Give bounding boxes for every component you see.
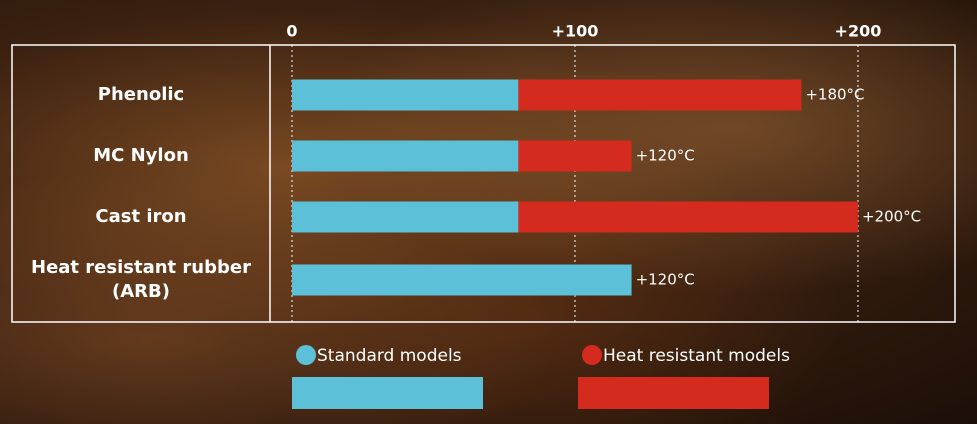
total-label: +120°C	[636, 147, 695, 165]
legend-swatch	[292, 377, 483, 409]
category-label: Cast iron	[95, 206, 187, 227]
bar	[292, 79, 519, 111]
total-label: +120°C	[636, 271, 695, 289]
category-label: Phenolic	[97, 84, 185, 105]
x-tick-label: 0	[286, 22, 297, 41]
category-label: MC Nylon	[93, 145, 189, 166]
bar	[518, 201, 858, 233]
plot-frame	[11, 44, 956, 323]
legend-dot	[296, 345, 316, 365]
x-tick-label: +100	[552, 22, 599, 41]
bar	[518, 140, 632, 172]
total-label: +200°C	[862, 208, 921, 226]
x-tick-label: +200	[835, 22, 882, 41]
total-label: +180°C	[805, 86, 864, 104]
bar	[292, 201, 519, 233]
bar	[292, 140, 519, 172]
legend-swatch	[578, 377, 769, 409]
bar	[518, 79, 802, 111]
legend-label: Standard models	[317, 346, 462, 366]
legend-label: Heat resistant models	[603, 346, 790, 366]
legend-dot	[582, 345, 602, 365]
category-label: Heat resistant rubber (ARB)	[31, 257, 251, 302]
bar	[292, 264, 632, 296]
